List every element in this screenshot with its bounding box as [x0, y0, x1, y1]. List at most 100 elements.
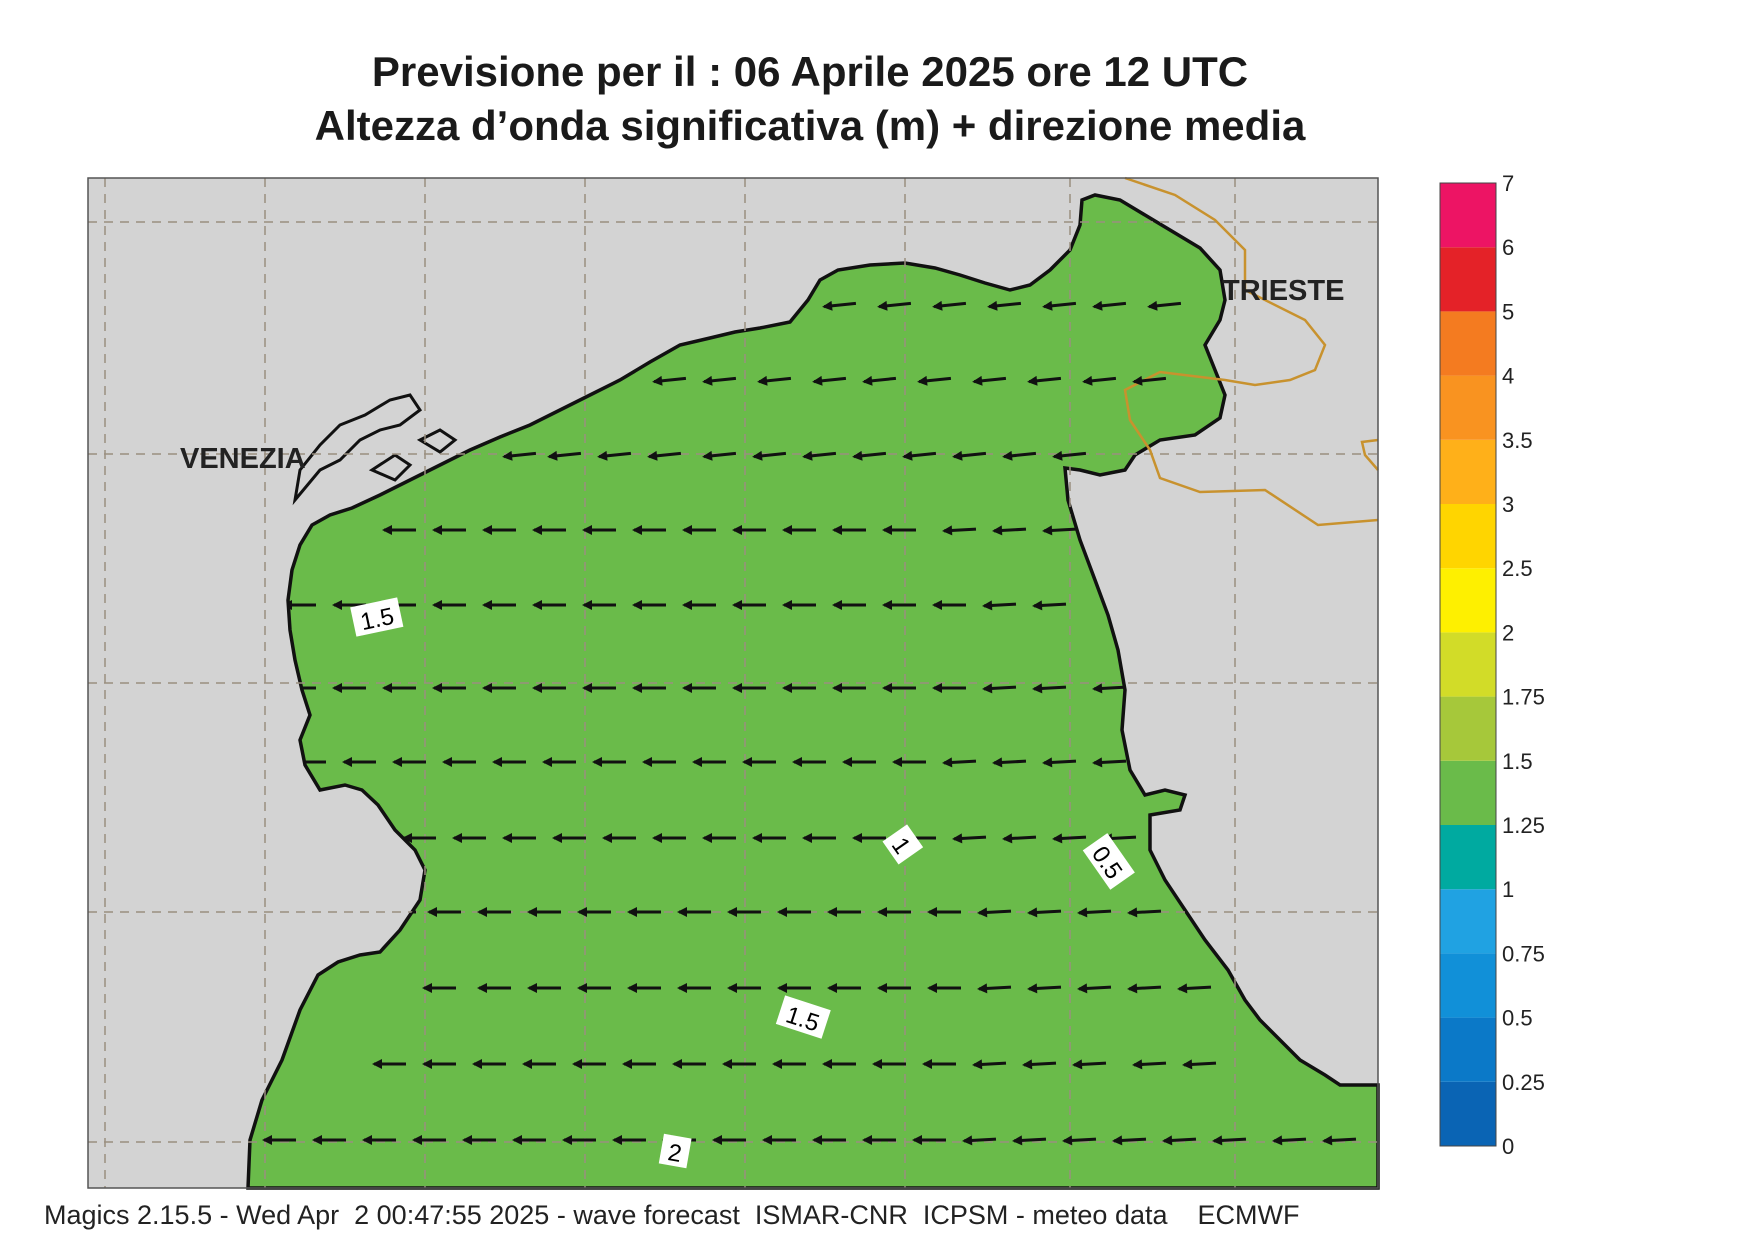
wave-direction-arrow — [1012, 1135, 1047, 1146]
wave-direction-arrow — [532, 525, 566, 535]
wave-direction-arrow — [682, 525, 716, 535]
wave-direction-arrow — [892, 757, 926, 767]
arrow-head — [877, 300, 888, 311]
arrow-head — [822, 300, 833, 311]
wave-direction-arrow — [852, 450, 887, 461]
arrow-head — [992, 757, 1003, 768]
legend-swatch — [1440, 375, 1496, 440]
wave-direction-arrow — [482, 525, 516, 535]
arrow-head — [527, 907, 537, 917]
arrow-head — [532, 600, 542, 610]
arrow-head — [702, 375, 713, 386]
arrow-head — [382, 525, 392, 535]
arrow-head — [727, 983, 737, 993]
arrow-head — [547, 450, 558, 461]
arrow-head — [892, 757, 902, 767]
arrow-head — [1092, 683, 1103, 694]
wave-direction-arrow — [1127, 907, 1162, 918]
wave-direction-arrow — [822, 1059, 856, 1069]
footer-credits: Magics 2.15.5 - Wed Apr 2 00:47:55 2025 … — [44, 1200, 1300, 1230]
arrow-head — [442, 757, 452, 767]
wave-direction-arrow — [827, 983, 861, 993]
wave-direction-arrow — [682, 683, 716, 693]
wave-direction-arrow — [1092, 757, 1127, 768]
wave-direction-arrow — [602, 833, 636, 843]
arrow-head — [332, 600, 342, 610]
arrow-head — [852, 450, 863, 461]
arrow-head — [1127, 907, 1138, 918]
arrow-head — [882, 600, 892, 610]
wave-direction-arrow — [772, 1059, 806, 1069]
arrow-head — [432, 683, 442, 693]
wave-direction-arrow — [332, 683, 366, 693]
wave-direction-arrow — [927, 983, 961, 993]
wave-direction-arrow — [547, 450, 582, 461]
wave-direction-arrow — [727, 907, 761, 917]
arrow-head — [382, 683, 392, 693]
wave-direction-arrow — [802, 450, 837, 461]
wave-direction-arrow — [722, 1059, 756, 1069]
wave-direction-arrow — [882, 600, 916, 610]
wave-direction-arrow — [532, 600, 566, 610]
legend-swatch — [1440, 632, 1496, 697]
wave-direction-arrow — [732, 683, 766, 693]
legend-swatch — [1440, 889, 1496, 954]
arrow-head — [582, 525, 592, 535]
arrow-head — [332, 683, 342, 693]
arrow-head — [782, 683, 792, 693]
arrow-head — [877, 907, 887, 917]
wave-direction-arrow — [1042, 525, 1077, 536]
legend-tick-label: 2.5 — [1502, 556, 1533, 581]
wave-direction-arrow — [627, 907, 661, 917]
wave-direction-arrow — [777, 907, 811, 917]
arrow-head — [472, 1059, 482, 1069]
wave-direction-arrow — [312, 1135, 346, 1145]
wave-direction-arrow — [1002, 833, 1037, 844]
wave-direction-arrow — [677, 983, 711, 993]
wave-direction-arrow — [527, 907, 561, 917]
arrow-head — [562, 1135, 572, 1145]
wave-direction-arrow — [1027, 983, 1062, 994]
wave-direction-arrow — [992, 757, 1027, 768]
arrow-head — [682, 525, 692, 535]
wave-direction-arrow — [362, 1135, 396, 1145]
wave-direction-arrow — [1072, 1059, 1107, 1070]
arrow-head — [722, 1059, 732, 1069]
wave-direction-arrow — [1322, 1135, 1357, 1146]
arrow-head — [627, 907, 637, 917]
arrow-head — [772, 1059, 782, 1069]
wave-direction-arrow — [702, 450, 737, 461]
wave-direction-arrow — [1052, 833, 1087, 844]
wave-direction-arrow — [757, 375, 792, 386]
arrow-head — [792, 757, 802, 767]
wave-direction-arrow — [432, 683, 466, 693]
arrow-head — [502, 450, 513, 461]
wave-direction-arrow — [852, 833, 886, 843]
arrow-head — [1042, 525, 1053, 536]
wave-direction-arrow — [872, 1059, 906, 1069]
wave-direction-arrow — [932, 600, 966, 610]
wave-direction-arrow — [422, 983, 456, 993]
wave-direction-arrow — [1082, 375, 1117, 386]
arrow-head — [777, 983, 787, 993]
wave-direction-arrow — [372, 1059, 406, 1069]
wave-direction-arrow — [862, 375, 897, 386]
wave-direction-arrow — [452, 833, 486, 843]
legend-swatch — [1440, 696, 1496, 761]
arrow-head — [1032, 600, 1043, 611]
arrow-head — [1322, 1135, 1333, 1146]
legend-swatch — [1440, 504, 1496, 569]
wave-direction-arrow — [982, 600, 1017, 611]
map-title: Previsione per il : 06 Aprile 2025 ore 1… — [371, 48, 1249, 95]
wave-direction-arrow — [1032, 683, 1067, 694]
arrow-head — [932, 683, 942, 693]
legend-tick-label: 2 — [1502, 620, 1514, 645]
wave-direction-arrow — [842, 757, 876, 767]
arrow-head — [752, 450, 763, 461]
arrow-head — [1027, 375, 1038, 386]
arrow-head — [727, 907, 737, 917]
wave-direction-arrow — [782, 683, 816, 693]
arrow-head — [372, 1059, 382, 1069]
wave-direction-arrow — [582, 683, 616, 693]
legend-swatch — [1440, 953, 1496, 1018]
